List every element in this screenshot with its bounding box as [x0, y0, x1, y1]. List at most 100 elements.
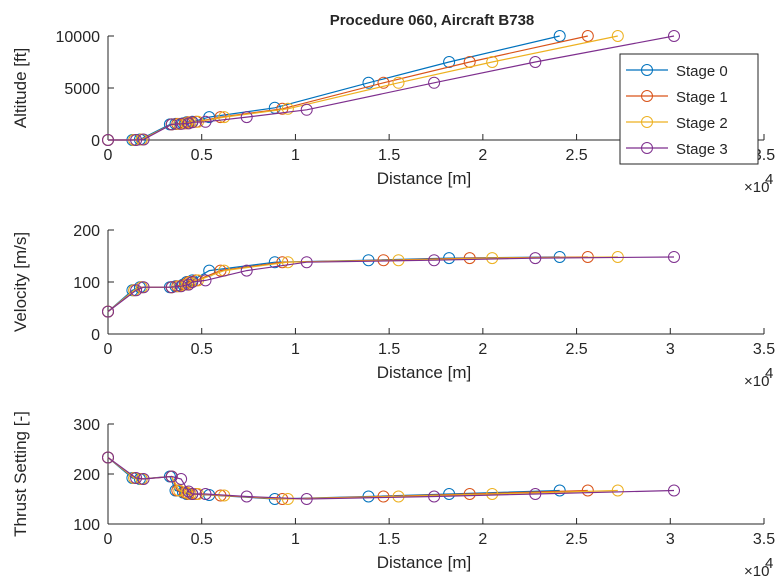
series-line-stage-3: [107, 256, 675, 313]
y-tick-label: 100: [73, 517, 100, 534]
legend-box: [619, 53, 759, 165]
data-point: [529, 488, 542, 500]
x-tick-label: 2: [478, 341, 487, 358]
legend-marker: [641, 90, 653, 102]
data-point: [611, 484, 624, 497]
y-axis-label: Velocity [m/s]: [11, 232, 30, 332]
data-point: [581, 484, 594, 497]
data-point: [428, 254, 441, 267]
data-point: [428, 76, 441, 89]
data-point: [300, 103, 313, 116]
x-tick-label: 1.5: [378, 147, 400, 164]
data-point: [137, 473, 150, 485]
data-point: [186, 276, 199, 288]
y-tick-label: 0: [91, 327, 100, 344]
x-axis-label: Distance [m]: [377, 553, 471, 572]
data-point: [165, 118, 178, 131]
legend-marker: [641, 142, 653, 154]
x-axis-exponent-power: 4: [765, 171, 773, 188]
x-tick-label: 2.5: [565, 341, 587, 358]
data-point: [175, 280, 188, 293]
data-point: [553, 484, 566, 497]
x-axis-exponent: ×10: [744, 179, 769, 196]
data-point: [130, 284, 143, 297]
data-point: [300, 493, 313, 505]
y-axis-label: Altitude [ft]: [11, 48, 30, 128]
legend-marker: [641, 64, 653, 76]
data-point: [486, 488, 499, 500]
data-point: [240, 490, 253, 503]
x-tick-label: 0: [104, 531, 113, 548]
data-point: [130, 134, 143, 146]
x-axis-exponent-power: 4: [765, 365, 773, 382]
data-point: [486, 56, 499, 68]
data-point: [199, 488, 212, 500]
data-point: [165, 281, 178, 294]
x-tick-label: 1: [291, 147, 300, 164]
x-tick-label: 3.5: [753, 531, 775, 548]
data-point: [102, 451, 114, 464]
data-point: [281, 256, 294, 269]
subplot-2: 0 0.5 1 1.5 2 2.5 3 3.5 0 100 200 Distance [m] Veloc…: [11, 223, 775, 390]
y-tick-label: 100: [73, 275, 100, 292]
x-tick-label: 3.5: [753, 341, 775, 358]
y-tick-label: 0: [91, 133, 100, 150]
data-point: [428, 490, 441, 503]
data-point: [240, 264, 253, 277]
data-point: [668, 484, 680, 497]
data-point: [611, 30, 624, 42]
x-tick-label: 0.5: [191, 531, 213, 548]
data-point: [199, 274, 212, 287]
x-tick-label: 0.5: [191, 341, 213, 358]
legend-label: Stage 3: [676, 141, 728, 158]
x-tick-label: 2.5: [565, 147, 587, 164]
data-point: [377, 76, 390, 89]
subplot-3: 0 0.5 1 1.5 2 2.5 3 3.5 100 200 300 Distance [m] Thr…: [11, 411, 775, 580]
x-tick-label: 3: [666, 531, 675, 548]
x-tick-label: 0.5: [191, 147, 213, 164]
y-axis-label: Thrust Setting [-]: [11, 411, 30, 537]
data-point: [173, 484, 186, 497]
x-tick-label: 2: [478, 147, 487, 164]
series-line-stage-1: [107, 256, 588, 313]
series-line-stage-3: [107, 457, 675, 500]
legend-label: Stage 0: [676, 63, 728, 80]
x-axis-exponent: ×10: [744, 563, 769, 580]
x-tick-label: 1: [291, 341, 300, 358]
x-tick-label: 1.5: [378, 531, 400, 548]
y-tick-label: 10000: [56, 29, 101, 46]
data-point: [182, 485, 195, 498]
data-point: [668, 251, 680, 263]
data-point: [130, 472, 143, 484]
data-point: [175, 473, 188, 485]
x-axis-exponent-power: 4: [765, 555, 773, 572]
data-point: [668, 30, 680, 42]
y-tick-label: 300: [73, 417, 100, 434]
x-axis-label: Distance [m]: [377, 169, 471, 188]
data-point: [186, 488, 199, 500]
data-point: [553, 30, 566, 42]
x-tick-label: 0: [104, 147, 113, 164]
data-point: [529, 56, 542, 68]
data-point: [240, 111, 253, 124]
x-axis-label: Distance [m]: [377, 363, 471, 382]
y-tick-label: 200: [73, 223, 100, 240]
data-point: [281, 102, 294, 115]
data-point: [137, 281, 150, 294]
figure-title: Procedure 060, Aircraft B738: [330, 12, 535, 29]
legend-label: Stage 2: [676, 115, 728, 132]
x-tick-label: 2.5: [565, 531, 587, 548]
data-point: [199, 115, 212, 128]
x-tick-label: 2: [478, 531, 487, 548]
x-tick-label: 1.5: [378, 341, 400, 358]
x-axis-exponent: ×10: [744, 373, 769, 390]
data-point: [137, 133, 150, 146]
data-point: [486, 252, 499, 265]
data-point: [300, 256, 313, 269]
data-point: [581, 30, 594, 42]
data-point: [102, 134, 114, 146]
legend-label: Stage 1: [676, 89, 728, 106]
